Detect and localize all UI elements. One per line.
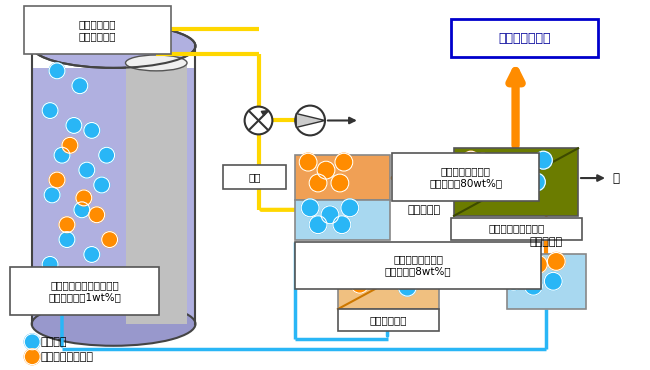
Text: 従来膜による
浸透気化分離: 従来膜による 浸透気化分離	[79, 19, 116, 41]
Circle shape	[94, 177, 110, 193]
Circle shape	[72, 271, 88, 287]
Circle shape	[62, 137, 78, 153]
Circle shape	[527, 173, 545, 191]
Bar	[10, 268, 159, 315]
Circle shape	[66, 118, 82, 134]
Circle shape	[398, 278, 416, 296]
Circle shape	[44, 286, 60, 302]
Circle shape	[101, 232, 118, 248]
Circle shape	[504, 272, 523, 290]
Circle shape	[376, 252, 393, 270]
Ellipse shape	[32, 302, 196, 346]
Circle shape	[84, 246, 99, 262]
Circle shape	[462, 151, 480, 169]
Circle shape	[59, 232, 75, 248]
Circle shape	[74, 202, 90, 218]
Bar	[393, 153, 540, 201]
Circle shape	[335, 153, 353, 171]
Circle shape	[54, 147, 70, 163]
Circle shape	[321, 206, 339, 224]
Circle shape	[89, 207, 105, 223]
Text: 高濃度ブタノール
水溶液相（80wt%）: 高濃度ブタノール 水溶液相（80wt%）	[430, 166, 502, 188]
Text: 浸透気化分離: 浸透気化分離	[370, 315, 408, 325]
Circle shape	[99, 147, 114, 163]
Circle shape	[366, 263, 384, 281]
Circle shape	[72, 78, 88, 94]
Circle shape	[301, 199, 319, 217]
Bar	[125, 63, 187, 324]
Text: （相分離）: （相分離）	[530, 236, 563, 246]
Circle shape	[517, 161, 536, 179]
Ellipse shape	[125, 55, 187, 71]
Circle shape	[406, 258, 423, 276]
Bar	[506, 255, 586, 309]
Bar	[295, 155, 389, 200]
Text: 凝縮: 凝縮	[248, 172, 261, 182]
Ellipse shape	[32, 24, 196, 68]
Circle shape	[391, 268, 408, 286]
Circle shape	[24, 349, 40, 365]
Circle shape	[76, 190, 92, 206]
Text: 自水：浸透気化分離: 自水：浸透気化分離	[488, 224, 545, 234]
Circle shape	[351, 275, 369, 293]
Circle shape	[79, 162, 95, 178]
Bar	[32, 68, 196, 324]
Circle shape	[341, 199, 359, 217]
Circle shape	[525, 277, 542, 295]
Bar	[451, 19, 598, 57]
Circle shape	[84, 122, 99, 138]
Circle shape	[299, 153, 317, 171]
Circle shape	[333, 216, 351, 233]
Circle shape	[309, 174, 327, 192]
Circle shape	[510, 252, 527, 270]
Circle shape	[474, 153, 492, 171]
Text: 均一な低濃度ブタノール
水溶液（例：1wt%）: 均一な低濃度ブタノール 水溶液（例：1wt%）	[48, 280, 122, 302]
Bar	[454, 148, 578, 216]
Circle shape	[59, 217, 75, 233]
Circle shape	[331, 174, 349, 192]
Circle shape	[534, 151, 552, 169]
Bar	[338, 309, 439, 331]
Bar	[295, 200, 389, 240]
Circle shape	[547, 252, 566, 270]
Circle shape	[295, 105, 325, 135]
Circle shape	[24, 334, 40, 350]
Text: 低濃度ブタノール
水溶液相（8wt%）: 低濃度ブタノール 水溶液相（8wt%）	[385, 255, 452, 276]
Bar	[451, 218, 582, 240]
Text: 水: 水	[612, 172, 619, 185]
Circle shape	[317, 161, 335, 179]
Circle shape	[49, 172, 65, 188]
Circle shape	[44, 187, 60, 203]
Bar	[223, 165, 286, 189]
Circle shape	[530, 255, 547, 273]
Polygon shape	[296, 114, 325, 127]
Circle shape	[544, 272, 562, 290]
Circle shape	[478, 163, 496, 181]
Circle shape	[346, 255, 364, 273]
Circle shape	[309, 216, 327, 233]
Circle shape	[49, 63, 65, 79]
Circle shape	[458, 169, 476, 187]
Text: （相分離）: （相分離）	[408, 205, 441, 215]
Circle shape	[244, 107, 272, 134]
Text: 無水ブタノール: 無水ブタノール	[499, 31, 551, 45]
Circle shape	[42, 256, 58, 272]
Bar	[338, 255, 439, 309]
Bar	[24, 6, 171, 54]
Bar	[295, 242, 541, 289]
Text: ：水分子: ：水分子	[40, 337, 67, 347]
Text: ：ブタノール分子: ：ブタノール分子	[40, 352, 93, 362]
Circle shape	[42, 102, 58, 118]
